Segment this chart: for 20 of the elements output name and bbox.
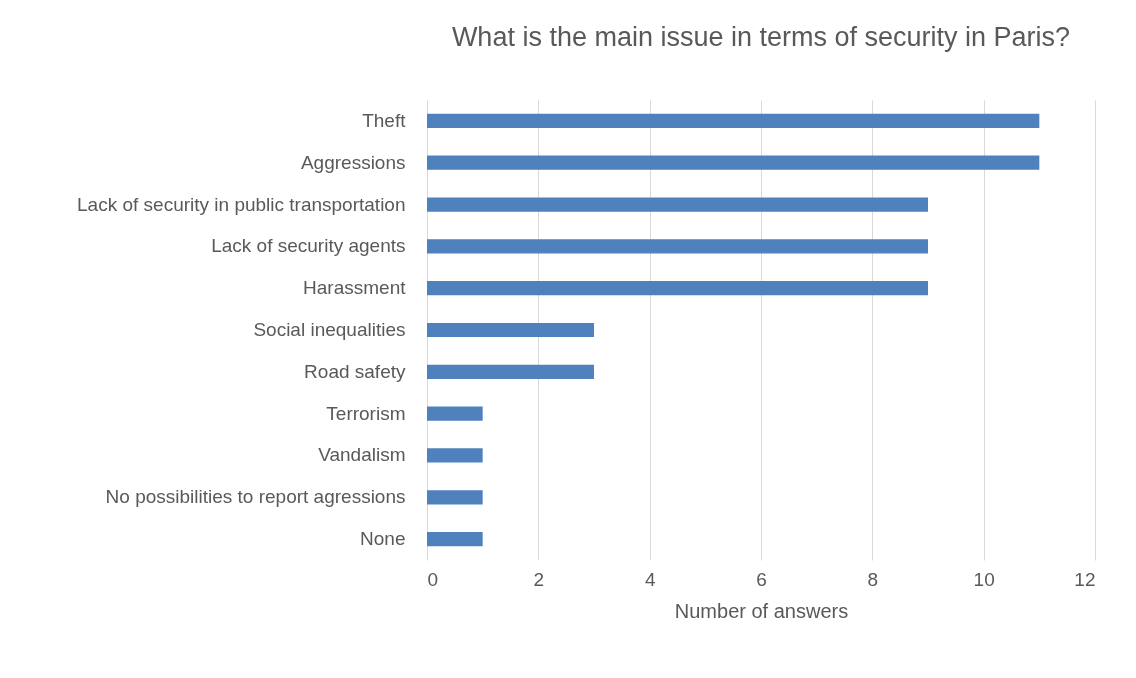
y-tick-label: Theft (362, 109, 407, 131)
x-tick-label: 0 (427, 568, 439, 590)
y-tick-label: Lack of security agents (211, 235, 406, 257)
y-tick-label: Terrorism (326, 402, 406, 424)
y-tick-label: Harassment (303, 277, 407, 299)
y-tick-label: Social inequalities (253, 319, 406, 340)
x-tick-label: 12 (1074, 568, 1096, 590)
x-tick-label: 8 (867, 568, 879, 590)
y-tick-label: No possibilities to report agressions (105, 486, 406, 508)
y-tick-label: Lack of security in public transportation (77, 193, 406, 215)
y-tick-label: Vandalism (318, 444, 406, 466)
y-tick-label: Aggressions (300, 151, 406, 173)
x-tick-label: 4 (644, 568, 656, 590)
x-tick-label: 6 (756, 568, 767, 590)
chart-title: What is the main issue in terms of security in Paris? (451, 22, 1071, 52)
y-tick-label: None (360, 528, 406, 550)
x-tick-label: 2 (533, 568, 545, 590)
x-axis-title: Number of answers (674, 599, 849, 622)
y-tick-label: Road safety (304, 360, 406, 382)
x-tick-label: 10 (973, 568, 995, 590)
